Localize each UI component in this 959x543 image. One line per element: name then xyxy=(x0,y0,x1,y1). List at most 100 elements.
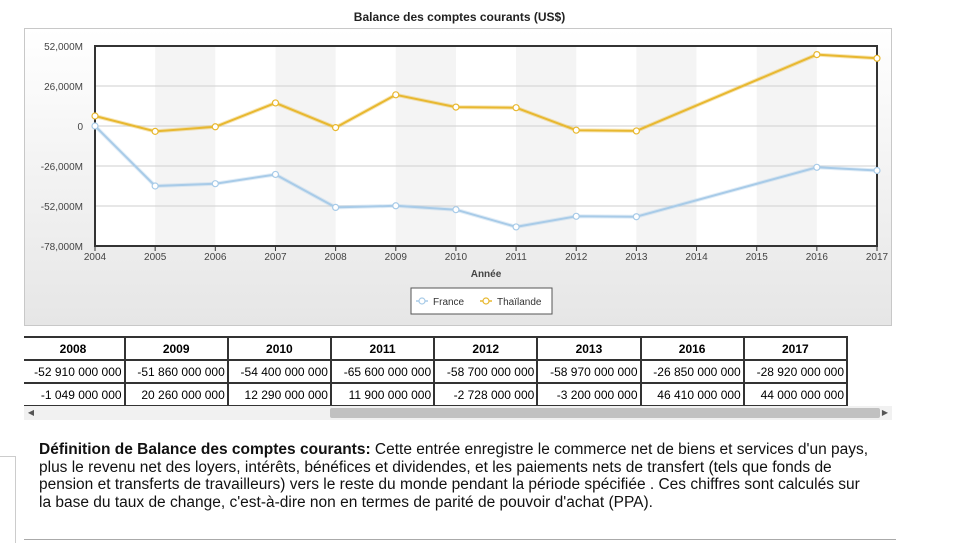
x-axis-label: Année xyxy=(471,269,502,280)
x-tick-label: 2011 xyxy=(505,252,527,263)
table-row: 000 -52 910 000 000 -51 860 000 000 -54 … xyxy=(24,359,849,384)
definition-text: Cette entrée enregistre le commerce net … xyxy=(39,441,869,511)
x-tick-label: 2014 xyxy=(685,252,708,263)
plot-band xyxy=(275,46,336,246)
table-cell: 11 900 000 000 xyxy=(329,382,436,406)
data-point xyxy=(332,203,340,211)
data-point xyxy=(873,166,881,175)
data-point xyxy=(151,182,159,190)
plot-band xyxy=(636,46,697,246)
data-point xyxy=(271,170,280,179)
legend-label: France xyxy=(433,297,465,308)
side-frame xyxy=(0,456,16,543)
data-point xyxy=(452,206,460,214)
data-point xyxy=(813,163,821,171)
x-tick-label: 2006 xyxy=(204,252,227,263)
table-header-cell: 2013 xyxy=(536,336,642,361)
data-point xyxy=(151,127,159,135)
table-header-row: 2008 2009 2010 2011 2012 2013 2016 2017 xyxy=(24,336,849,361)
table-cell: -65 600 000 000 xyxy=(329,359,436,384)
data-point xyxy=(271,99,280,107)
table-cell: -54 400 000 000 xyxy=(226,359,332,384)
table-header-cell: 2011 xyxy=(329,336,436,361)
table-cell: -58 970 000 000 xyxy=(536,359,642,384)
table-header-cell: 2012 xyxy=(433,336,539,361)
y-tick-label: -78,000M xyxy=(41,242,83,253)
table-cell: -2 728 000 000 xyxy=(433,382,539,406)
scroll-left-icon[interactable]: ◀ xyxy=(27,408,35,417)
table-cell: 44 000 000 000 xyxy=(742,382,849,406)
x-tick-label: 2008 xyxy=(324,252,347,263)
y-tick-label: 0 xyxy=(77,122,83,133)
scroll-thumb[interactable] xyxy=(330,408,880,418)
x-tick-label: 2010 xyxy=(445,252,468,263)
y-tick-label: 26,000M xyxy=(44,82,83,93)
definition-paragraph: Définition de Balance des comptes couran… xyxy=(39,441,869,511)
definition-label: Définition de Balance des comptes couran… xyxy=(39,441,371,458)
plot-band xyxy=(395,46,456,246)
legend-marker xyxy=(482,297,490,305)
data-point xyxy=(813,51,821,59)
data-point xyxy=(873,54,881,62)
chart-panel: 52,000M 26,000M 0 -26,000M -52,000M -78,000M 2… xyxy=(24,28,892,326)
x-tick-label: 2009 xyxy=(385,252,408,263)
divider xyxy=(24,539,896,540)
plot-band xyxy=(756,46,817,246)
table-cell: -58 700 000 000 xyxy=(433,359,539,384)
legend-label: Thaïlande xyxy=(497,297,542,308)
data-point xyxy=(211,180,219,188)
scroll-right-icon[interactable]: ▶ xyxy=(881,408,889,417)
data-point xyxy=(512,223,520,231)
chart-title: Balance des comptes courants (US$) xyxy=(353,10,566,24)
table-cell: -51 860 000 000 xyxy=(123,359,229,384)
legend-marker xyxy=(418,297,426,305)
table-header-cell: 2016 xyxy=(639,336,745,361)
table-cell: -28 920 000 000 xyxy=(742,359,849,384)
table-cell: -1 049 000 000 xyxy=(24,382,126,406)
table-cell: -52 910 000 000 xyxy=(24,359,126,384)
y-tick-label: -52,000M xyxy=(41,202,83,213)
table-cell: 12 290 000 000 xyxy=(226,382,332,406)
data-point xyxy=(572,126,580,134)
table-header-cell: 2008 xyxy=(24,336,126,361)
data-point xyxy=(632,213,640,221)
table-cell: 46 410 000 000 xyxy=(639,382,745,406)
data-point xyxy=(91,122,99,130)
data-point xyxy=(452,103,460,111)
plot-band xyxy=(516,46,577,246)
table-header-cell: 2009 xyxy=(123,336,229,361)
data-point xyxy=(211,123,219,131)
plot-border xyxy=(94,45,878,247)
data-table-wrapper: 2008 2009 2010 2011 2012 2013 2016 2017 … xyxy=(24,336,892,406)
y-tick-label: 52,000M xyxy=(44,42,83,53)
x-tick-label: 2007 xyxy=(264,252,287,263)
data-point xyxy=(392,91,400,99)
table-header-cell: 2017 xyxy=(742,336,849,361)
line-chart: 52,000M26,000M0-26,000M-52,000M-78,000M2… xyxy=(41,42,889,315)
x-tick-label: 2016 xyxy=(806,252,829,263)
data-point xyxy=(632,127,640,135)
table-cell: -26 850 000 000 xyxy=(639,359,745,384)
plot-band xyxy=(155,46,216,246)
x-tick-label: 2005 xyxy=(144,252,167,263)
x-tick-label: 2013 xyxy=(625,252,648,263)
horizontal-scrollbar[interactable]: ◀ ▶ xyxy=(24,406,892,420)
data-point xyxy=(392,202,400,210)
x-tick-label: 2017 xyxy=(866,252,889,263)
data-table: 2008 2009 2010 2011 2012 2013 2016 2017 … xyxy=(24,336,849,406)
y-tick-label: -26,000M xyxy=(41,162,83,173)
data-point xyxy=(572,212,580,220)
plot-area xyxy=(95,46,877,246)
data-point xyxy=(512,104,520,112)
table-cell: -3 200 000 000 xyxy=(536,382,642,406)
x-tick-label: 2012 xyxy=(565,252,588,263)
table-header-cell: 2010 xyxy=(226,336,332,361)
series-line xyxy=(94,53,878,133)
data-point xyxy=(91,112,99,120)
table-cell: 20 260 000 000 xyxy=(123,382,229,406)
data-point xyxy=(332,124,340,132)
x-tick-label: 2004 xyxy=(84,252,107,263)
table-row: 000 -1 049 000 000 20 260 000 000 12 290… xyxy=(24,382,849,406)
series-line xyxy=(94,125,878,228)
x-tick-label: 2015 xyxy=(746,252,769,263)
